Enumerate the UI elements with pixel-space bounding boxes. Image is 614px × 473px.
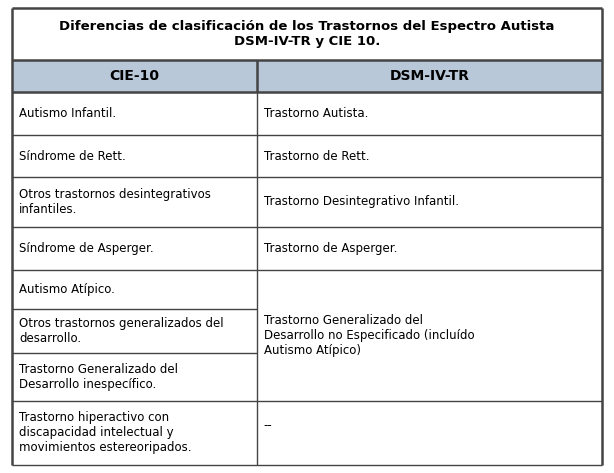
Bar — [12, 92, 257, 135]
Bar — [12, 8, 602, 60]
Bar — [12, 60, 257, 92]
Bar — [12, 135, 257, 177]
Text: Trastorno Generalizado del
Desarrollo inespecífico.: Trastorno Generalizado del Desarrollo in… — [19, 363, 178, 391]
Text: CIE-10: CIE-10 — [109, 69, 160, 83]
Bar — [257, 135, 602, 177]
Text: Trastorno Generalizado del
Desarrollo no Especificado (incluído
Autismo Atípico): Trastorno Generalizado del Desarrollo no… — [264, 314, 475, 357]
Text: Trastorno Desintegrativo Infantil.: Trastorno Desintegrativo Infantil. — [264, 195, 459, 208]
Text: Otros trastornos generalizados del
desarrollo.: Otros trastornos generalizados del desar… — [19, 317, 223, 345]
Text: Autismo Infantil.: Autismo Infantil. — [19, 107, 116, 120]
Bar — [12, 177, 257, 227]
Bar — [12, 227, 257, 271]
Text: Trastorno de Rett.: Trastorno de Rett. — [264, 149, 370, 163]
Text: Síndrome de Rett.: Síndrome de Rett. — [19, 149, 126, 163]
Bar — [257, 401, 602, 465]
Text: --: -- — [264, 419, 273, 432]
Text: Diferencias de clasificación de los Trastornos del Espectro Autista
DSM-IV-TR y : Diferencias de clasificación de los Tras… — [60, 20, 554, 48]
Text: Trastorno hiperactivo con
discapacidad intelectual y
movimientos estereoripados.: Trastorno hiperactivo con discapacidad i… — [19, 412, 192, 455]
Bar — [257, 271, 602, 401]
Text: Trastorno Autista.: Trastorno Autista. — [264, 107, 368, 120]
Text: Trastorno de Asperger.: Trastorno de Asperger. — [264, 242, 397, 255]
Bar — [12, 353, 257, 401]
Bar — [257, 227, 602, 271]
Text: Otros trastornos desintegrativos
infantiles.: Otros trastornos desintegrativos infanti… — [19, 188, 211, 216]
Bar — [257, 177, 602, 227]
Bar — [257, 92, 602, 135]
Bar — [12, 401, 257, 465]
Text: Autismo Atípico.: Autismo Atípico. — [19, 283, 115, 297]
Bar — [12, 309, 257, 353]
Text: Síndrome de Asperger.: Síndrome de Asperger. — [19, 242, 154, 255]
Bar — [12, 271, 257, 309]
Bar — [257, 60, 602, 92]
Text: DSM-IV-TR: DSM-IV-TR — [389, 69, 470, 83]
